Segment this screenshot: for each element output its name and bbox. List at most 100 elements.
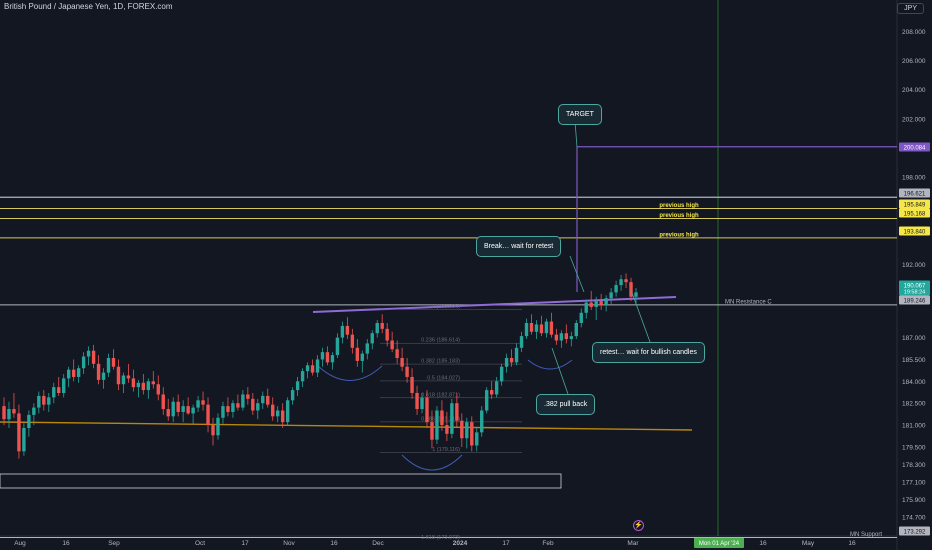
candle (559, 330, 564, 348)
candle (101, 368, 106, 389)
candle-body (231, 403, 235, 412)
candle (131, 369, 136, 392)
x-tick-label: Mar (627, 540, 639, 547)
candle (395, 340, 399, 364)
candle-body (564, 333, 569, 340)
candle (370, 330, 374, 350)
candle-body (465, 422, 469, 439)
candle (196, 395, 200, 412)
neckline (312, 296, 677, 313)
candle-body (435, 410, 439, 440)
candle-body (430, 422, 434, 440)
candle (445, 411, 449, 442)
x-tick-label: May (802, 540, 815, 547)
candle (629, 277, 633, 302)
candle (415, 385, 419, 415)
candle (181, 400, 185, 423)
x-tick-label: Feb (542, 540, 554, 547)
flag-icon[interactable]: ⚡ (633, 520, 644, 531)
y-tick-label: 187.000 (902, 335, 926, 342)
candle-body (350, 334, 355, 348)
candle-body (116, 366, 121, 385)
candle-body (594, 301, 598, 307)
candle-body (470, 422, 474, 446)
level-label: previous high (659, 203, 699, 209)
candle-body (440, 410, 444, 426)
candle-body (395, 349, 399, 358)
candle (380, 314, 384, 334)
candle-body (57, 387, 61, 393)
candle-body (614, 285, 618, 293)
candle (584, 299, 588, 319)
candle (599, 293, 603, 310)
candle (96, 355, 101, 385)
candle (350, 328, 355, 354)
candle-body (191, 407, 195, 414)
candle-body (271, 404, 275, 417)
candle (320, 347, 325, 367)
candle-body (475, 432, 479, 446)
candle (619, 274, 623, 291)
candle (81, 352, 86, 375)
candle-body (236, 403, 240, 408)
y-tick-label: 178.300 (902, 462, 926, 469)
y-tick-label: 192.000 (902, 262, 926, 269)
candle (410, 368, 414, 399)
candle (440, 400, 444, 431)
y-tick-label: 181.000 (902, 423, 926, 430)
candle (171, 397, 175, 423)
candle-body (574, 323, 578, 337)
candle-body (186, 406, 190, 414)
candle-body (251, 398, 255, 411)
y-tick-label: 174.700 (902, 514, 926, 521)
candle-body (415, 393, 419, 410)
callout-break: Break… wait for retest (476, 236, 562, 257)
candle (504, 353, 509, 373)
y-tick-label: 179.500 (902, 444, 926, 451)
candle-body (320, 352, 325, 360)
candle (76, 365, 81, 383)
candle-body (7, 409, 11, 420)
price-tag-label: 200.084 (904, 145, 926, 151)
level-label: MN Support (850, 532, 882, 538)
candle-body (529, 323, 534, 332)
currency-button[interactable]: JPY (897, 3, 924, 14)
candle-body (450, 403, 454, 434)
candle-body (365, 343, 369, 354)
candle-body (629, 282, 633, 297)
candle (355, 339, 360, 367)
x-tick-label: 17 (502, 540, 510, 547)
price-tag-bg (899, 208, 930, 218)
y-tick-label: 185.500 (902, 357, 926, 364)
level-label: previous high (659, 232, 699, 238)
y-tick-label: 206.000 (902, 58, 926, 65)
candle (42, 390, 46, 411)
candle-body (280, 410, 285, 423)
x-tick-label: 16 (62, 540, 70, 547)
candle (116, 359, 121, 391)
candle-body (285, 400, 290, 423)
candle (211, 417, 215, 446)
fib-level-label: 0.5 (184.027) (427, 375, 460, 381)
candle-body (12, 409, 16, 414)
candle-body (156, 384, 160, 395)
candle-body (226, 406, 230, 412)
candle (161, 387, 165, 415)
candle (499, 363, 504, 386)
candle (594, 296, 598, 321)
x-tick-label: 2024 (453, 540, 468, 547)
candle (126, 363, 131, 383)
candle (66, 366, 71, 388)
candle-body (146, 381, 151, 391)
candle (400, 347, 404, 372)
candle-body (499, 366, 504, 382)
candle-body (290, 390, 295, 401)
candle-body (52, 387, 56, 398)
price-tag-label: 193.840 (904, 229, 926, 235)
candle-body (181, 406, 185, 412)
candle (22, 422, 26, 456)
x-tick-label: Oct (195, 540, 205, 547)
candle-body (400, 358, 404, 367)
candle (455, 393, 459, 427)
